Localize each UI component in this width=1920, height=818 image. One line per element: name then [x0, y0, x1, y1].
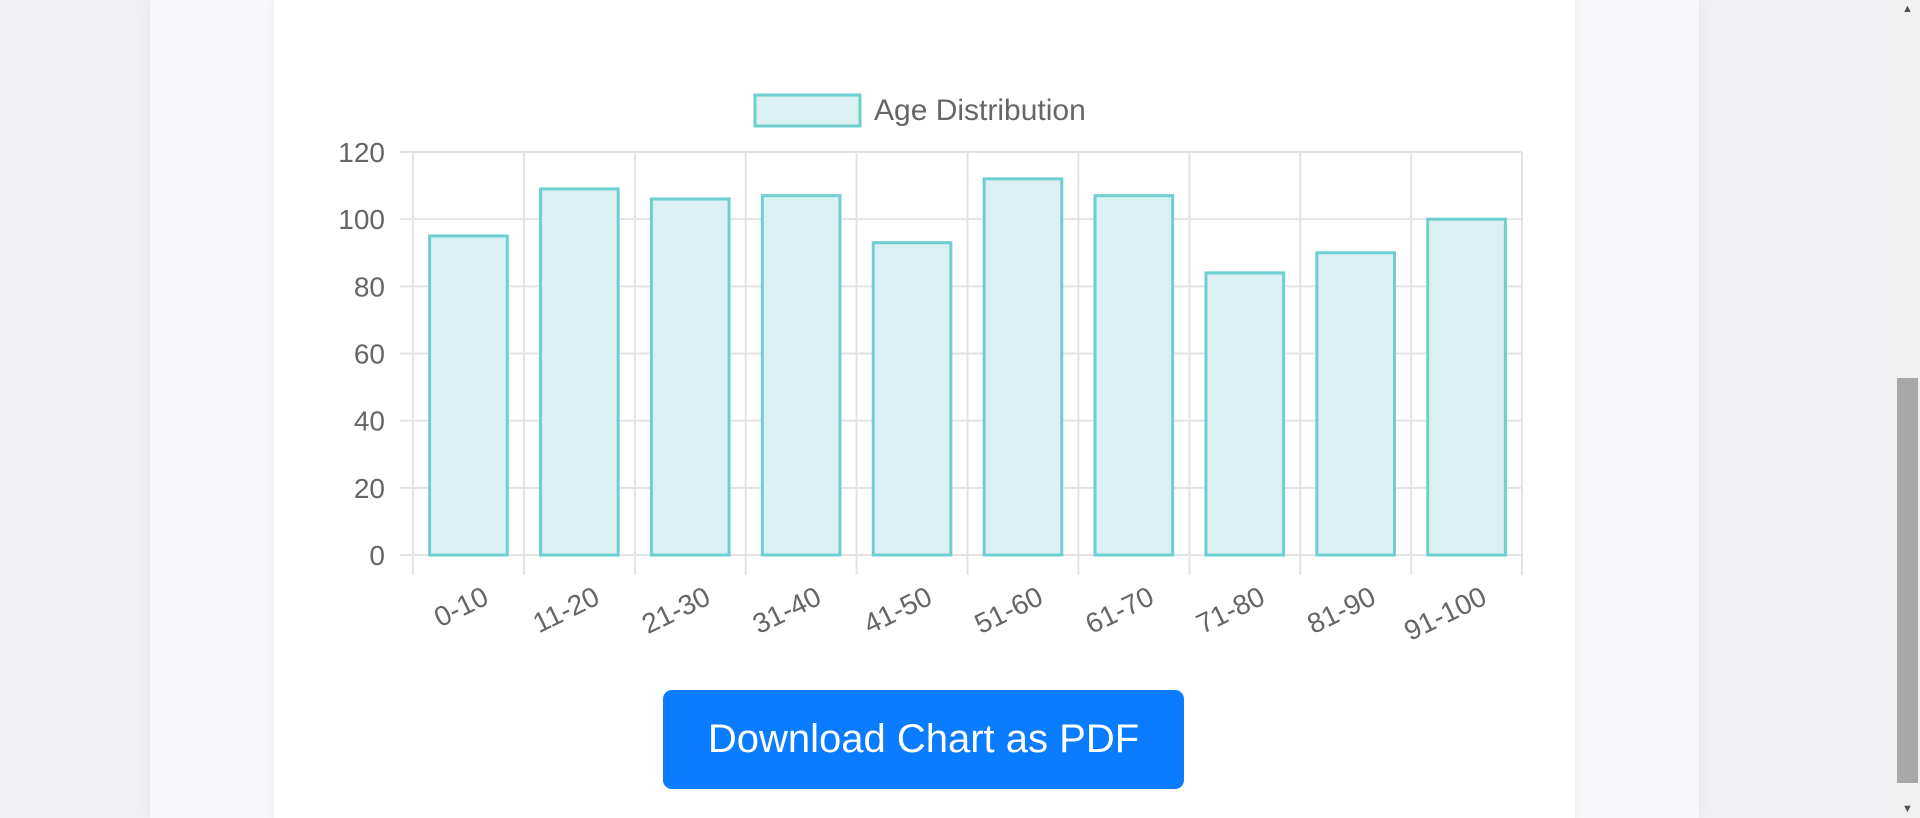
bar-31-40[interactable] [760, 194, 842, 557]
y-tick-label: 120 [338, 137, 385, 168]
scroll-down-arrow-icon[interactable]: ▼ [1902, 803, 1913, 815]
bar-61-70[interactable] [1093, 194, 1175, 557]
legend-label[interactable]: Age Distribution [874, 94, 1086, 127]
x-tick-label: 11-20 [528, 581, 604, 639]
x-tick-label: 91-100 [1399, 581, 1491, 647]
x-tick-label: 41-50 [859, 581, 937, 640]
chart-legend[interactable]: Age Distribution [753, 93, 1086, 128]
bar-41-50[interactable] [871, 241, 953, 557]
scrollbar-thumb[interactable] [1897, 378, 1918, 783]
bar-0-10[interactable] [428, 234, 509, 557]
x-tick-label: 31-40 [748, 581, 826, 640]
bar-81-90[interactable] [1315, 251, 1396, 557]
x-tick-label: 0-10 [429, 581, 493, 633]
y-tick-label: 60 [354, 339, 385, 370]
y-tick-label: 0 [369, 540, 385, 571]
bar-21-30[interactable] [649, 197, 731, 557]
x-tick-label: 51-60 [970, 581, 1048, 640]
scroll-up-arrow-icon[interactable]: ▲ [1902, 3, 1913, 15]
download-chart-pdf-button[interactable]: Download Chart as PDF [663, 690, 1184, 789]
bar-71-80[interactable] [1204, 271, 1286, 557]
y-tick-label: 80 [354, 271, 385, 302]
bar-51-60[interactable] [982, 177, 1064, 557]
legend-swatch[interactable] [753, 93, 862, 128]
bar-11-20[interactable] [539, 187, 620, 557]
bar-91-100[interactable] [1426, 217, 1507, 557]
x-tick-label: 81-90 [1302, 581, 1380, 640]
y-tick-label: 40 [354, 406, 385, 437]
x-tick-label: 61-70 [1081, 581, 1159, 640]
x-tick-label: 71-80 [1191, 581, 1269, 640]
vertical-scrollbar[interactable]: ▲ ▼ [1895, 0, 1920, 818]
y-tick-label: 20 [354, 473, 385, 504]
y-tick-label: 100 [338, 204, 385, 235]
chart-bars [428, 177, 1507, 557]
x-tick-label: 21-30 [637, 581, 715, 640]
